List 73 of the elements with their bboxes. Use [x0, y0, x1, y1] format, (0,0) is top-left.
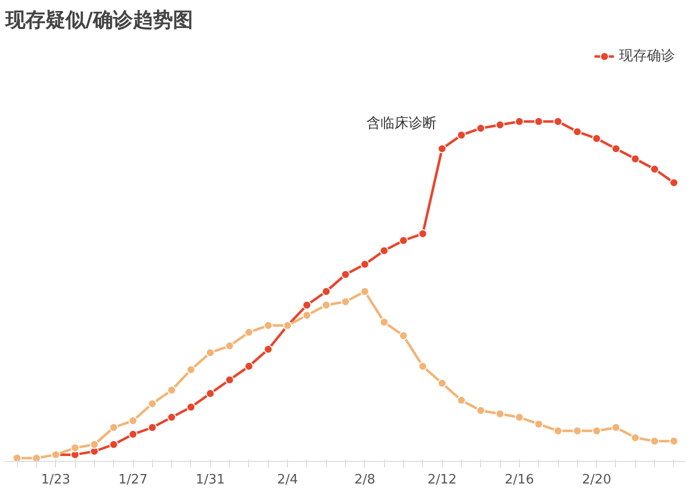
point	[456, 396, 466, 405]
point	[167, 412, 176, 422]
point	[418, 229, 428, 238]
point	[341, 297, 350, 306]
point	[514, 412, 524, 422]
point	[514, 117, 524, 126]
point	[109, 440, 118, 449]
point	[360, 260, 370, 269]
point	[90, 440, 99, 449]
chart-title: 现存疑似/确诊趋势图	[4, 8, 193, 32]
point	[611, 144, 620, 154]
point	[244, 362, 254, 371]
point	[650, 164, 660, 174]
point	[496, 409, 505, 418]
point	[70, 443, 80, 452]
point	[572, 426, 582, 436]
point	[167, 386, 176, 395]
point	[398, 236, 408, 245]
point	[380, 318, 389, 327]
point	[534, 117, 544, 126]
point	[592, 134, 602, 143]
point	[554, 117, 562, 126]
point	[302, 300, 312, 310]
point	[456, 130, 466, 140]
point	[206, 348, 215, 358]
point	[572, 127, 582, 136]
point	[322, 300, 331, 310]
point	[109, 423, 118, 432]
point	[438, 378, 447, 388]
x-tick-label: 1/27	[118, 472, 148, 488]
point	[650, 436, 660, 446]
x-tick-label: 2/16	[504, 472, 534, 488]
point	[534, 420, 544, 429]
point	[341, 270, 350, 279]
point	[128, 416, 138, 426]
point	[476, 124, 486, 133]
point	[148, 423, 157, 432]
point	[592, 426, 602, 436]
point	[128, 430, 138, 439]
point	[630, 433, 640, 442]
point	[554, 426, 562, 436]
point	[669, 436, 678, 446]
annotation: 含临床诊断	[366, 116, 436, 132]
point	[186, 365, 196, 374]
x-tick-label: 1/31	[196, 472, 225, 488]
point	[225, 375, 234, 384]
point	[12, 454, 22, 462]
point	[225, 341, 234, 350]
point	[32, 454, 41, 462]
point	[611, 423, 620, 432]
x-tick-label: 2/12	[427, 472, 457, 488]
point	[360, 287, 370, 296]
point	[264, 344, 273, 354]
point	[264, 321, 273, 330]
point	[148, 399, 157, 408]
point	[322, 287, 331, 296]
point	[630, 154, 640, 164]
point	[496, 120, 505, 130]
point	[186, 402, 196, 412]
x-tick-label: 2/8	[354, 472, 376, 488]
point	[244, 328, 254, 337]
point	[438, 144, 447, 154]
point	[418, 362, 428, 371]
x-tick-label: 1/23	[41, 472, 70, 488]
point	[669, 178, 678, 188]
point	[476, 406, 486, 415]
point	[206, 389, 215, 398]
point	[380, 246, 389, 256]
point	[398, 331, 408, 340]
legend-label: 现存确诊	[619, 47, 675, 65]
point	[302, 310, 312, 320]
x-tick-label: 2/20	[582, 472, 612, 488]
x-tick-label: 2/4	[277, 472, 298, 488]
